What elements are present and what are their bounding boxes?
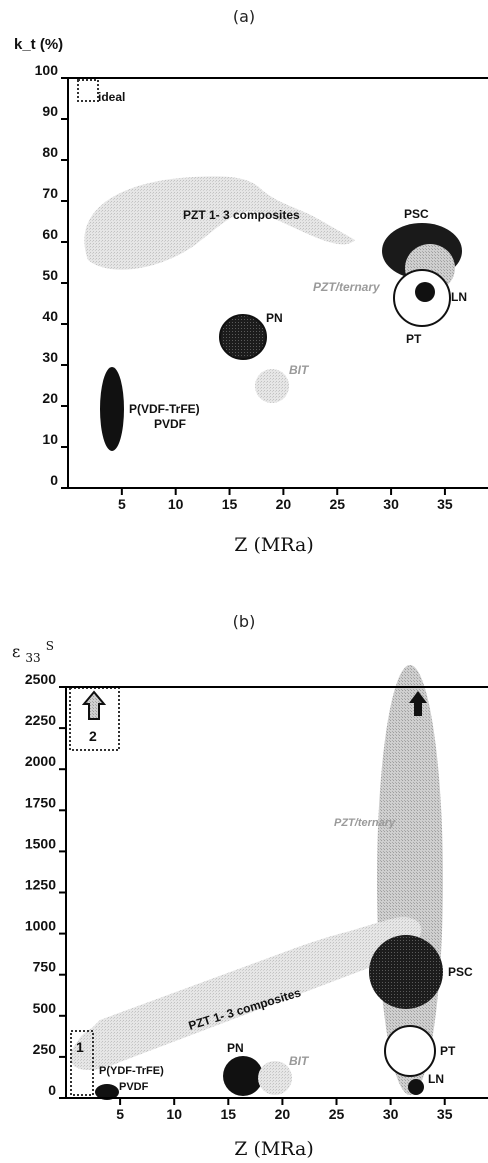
label-ideal: ideal	[98, 90, 125, 104]
region-pt	[384, 1025, 436, 1077]
region-bit	[255, 369, 289, 403]
region-pzt-1-3-composites-body	[70, 917, 422, 1071]
panel-a-x-tick-label: 35	[437, 496, 453, 512]
panel-b-y-tick-label: 500	[33, 1000, 57, 1016]
panel-b-y-tick-label: 250	[33, 1041, 57, 1057]
panel-b-y-axis-title: ε 33 S	[12, 639, 54, 666]
region-bit	[258, 1061, 292, 1095]
panel-b-x-axis-title: Z (MRa)	[234, 1138, 314, 1160]
panel-a-y-tick-label: 70	[42, 185, 58, 201]
label-pt: PT	[406, 332, 422, 346]
panel-a-y-tick-label: 100	[35, 62, 59, 78]
panel-a-x-tick-label: 20	[276, 496, 292, 512]
region-pn	[223, 1056, 263, 1096]
label-ln: LN	[428, 1072, 444, 1086]
label-bit: BIT	[289, 363, 310, 377]
panel-a: (a) k_t (%) 5 10 15 20 25 30 35 0 10 20 30 40 50 60 7…	[14, 7, 488, 556]
panel-a-x-axis-title: Z (MRa)	[234, 534, 314, 556]
panel-b-y-tick-label: 0	[48, 1082, 56, 1098]
label-p-vdf-trfe: P(VDF-TrFE)	[129, 402, 200, 416]
label-pn: PN	[227, 1041, 244, 1055]
label-p-ydf-trfe: P(YDF-TrFE)	[99, 1065, 164, 1077]
panel-a-y-tick-label: 10	[42, 431, 58, 447]
panel-a-x-tick-label: 30	[383, 496, 399, 512]
label-psc: PSC	[448, 965, 473, 979]
epsilon-symbol: ε	[12, 642, 20, 661]
superscript-s: S	[46, 639, 54, 653]
label-ln: LN	[451, 290, 467, 304]
label-pzt-1-3-composites: PZT 1- 3 composites	[183, 208, 300, 222]
panel-b-caption: (b)	[233, 612, 256, 631]
panel-b-x-tick-label: 20	[275, 1106, 291, 1122]
panel-a-y-tick-label: 80	[42, 144, 58, 160]
panel-b-y-tick-label: 750	[33, 959, 57, 975]
label-pvdf: PVDF	[119, 1081, 149, 1093]
panel-a-x-tick-label: 15	[222, 496, 238, 512]
region-ln	[415, 282, 435, 302]
panel-a-y-tick-label: 30	[42, 349, 58, 365]
label-pvdf: PVDF	[154, 417, 186, 431]
panel-a-y-tick-label: 50	[42, 267, 58, 283]
panel-a-x-tick-label: 5	[118, 496, 126, 512]
region-pzt-1-3-composites	[84, 176, 356, 270]
panel-b-x-tick-label: 15	[221, 1106, 237, 1122]
subscript-33: 33	[25, 651, 40, 665]
panel-b-x-tick-label: 30	[383, 1106, 399, 1122]
panel-b-y-tick-label: 1000	[25, 918, 56, 934]
up-arrow-icon	[409, 691, 427, 716]
region-ln	[408, 1079, 424, 1095]
panel-b-x-tick-label: 5	[116, 1106, 124, 1122]
panel-a-y-tick-label: 60	[42, 226, 58, 242]
panel-a-x-tick-label: 25	[329, 496, 345, 512]
box-1	[70, 1030, 94, 1096]
panel-b: (b) ε 33 S 5 10 15 20 25 30 35 0 250 500 750 1000 1…	[12, 612, 488, 1160]
panel-b-y-tick-label: 1250	[25, 877, 56, 893]
label-bit: BIT	[289, 1054, 310, 1068]
label-box-1: 1	[76, 1039, 84, 1055]
up-arrow-icon	[81, 690, 107, 720]
label-pn: PN	[266, 311, 283, 325]
label-box-2: 2	[89, 728, 97, 744]
panel-b-y-tick-label: 2500	[25, 671, 56, 687]
ideal-box	[77, 79, 99, 102]
panel-a-y-axis-title: k_t (%)	[14, 36, 63, 53]
region-psc	[369, 935, 443, 1009]
panel-b-y-tick-label: 1500	[25, 835, 56, 851]
panel-a-y-tick-label: 20	[42, 390, 58, 406]
panel-b-y-tick-label: 2250	[25, 712, 56, 728]
region-pvdf	[100, 367, 124, 451]
panel-a-y-tick-label: 90	[42, 103, 58, 119]
panel-a-y-tick-label: 0	[50, 472, 58, 488]
panel-b-y-tick-label: 2000	[25, 753, 56, 769]
panel-b-x-tick-label: 25	[329, 1106, 345, 1122]
label-psc: PSC	[404, 207, 429, 221]
region-pvdf	[95, 1084, 119, 1100]
panel-a-y-tick-label: 40	[42, 308, 58, 324]
label-pzt-ternary: PZT/ternary	[334, 817, 396, 829]
panel-b-x-tick-label: 10	[166, 1106, 182, 1122]
panel-a-x-tick-label: 10	[168, 496, 184, 512]
panel-b-y-tick-label: 1750	[25, 794, 56, 810]
region-pn	[219, 314, 267, 360]
panel-b-x-tick-label: 35	[437, 1106, 453, 1122]
panel-a-caption: (a)	[233, 7, 255, 26]
label-pzt-ternary: PZT/ternary	[313, 280, 381, 294]
label-pt: PT	[440, 1044, 456, 1058]
